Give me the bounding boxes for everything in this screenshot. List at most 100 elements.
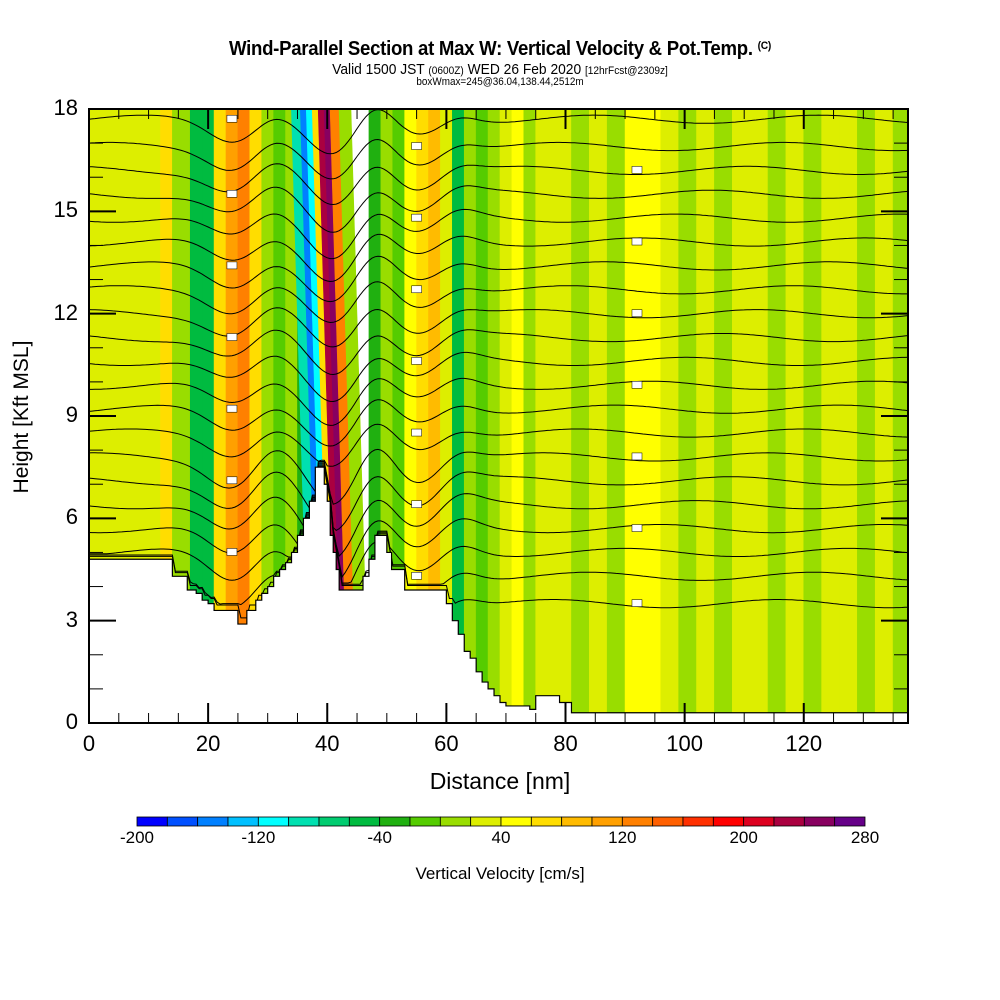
contour-label <box>631 524 643 532</box>
x-tick-label: 100 <box>666 731 703 756</box>
contour-line <box>89 423 908 467</box>
contour-line <box>89 462 908 532</box>
velocity-band <box>696 109 715 723</box>
contour-label <box>226 114 238 123</box>
velocity-band <box>606 109 626 723</box>
velocity-band <box>678 109 697 723</box>
contour-label <box>226 190 238 198</box>
x-tick-label: 40 <box>315 731 340 756</box>
contour-label <box>411 357 422 365</box>
velocity-band <box>329 109 358 723</box>
contour-line <box>89 185 908 233</box>
copyright-mark: (C) <box>757 40 772 52</box>
valid-date: WED 26 Feb 2020 <box>467 61 582 78</box>
velocity-band <box>172 109 191 723</box>
velocity-band <box>749 109 769 723</box>
contour-line <box>89 307 908 348</box>
velocity-band <box>237 109 251 723</box>
colorbar <box>136 816 866 827</box>
velocity-band <box>249 109 263 723</box>
colorbar-swatch <box>318 816 350 827</box>
velocity-band <box>323 109 349 723</box>
y-tick-label: 3 <box>65 606 78 632</box>
velocity-band <box>511 109 525 723</box>
contour-line <box>89 465 908 584</box>
contour-label <box>411 572 422 580</box>
contour-line <box>89 208 908 260</box>
velocity-band <box>452 109 465 723</box>
x-axis-label: Distance [nm] <box>429 768 571 794</box>
y-tick-label: 0 <box>65 709 78 734</box>
velocity-band <box>487 109 501 723</box>
colorbar-tick-label: -120 <box>241 828 276 847</box>
contour-label <box>411 142 422 150</box>
contour-line <box>89 399 908 447</box>
velocity-band <box>767 109 787 723</box>
velocity-band <box>189 109 203 723</box>
y-axis-label: Height [Kft MSL] <box>10 340 33 494</box>
colorbar-swatch <box>439 816 472 827</box>
contour-line <box>89 448 908 505</box>
x-tick-label: 0 <box>82 731 96 756</box>
colorbar-swatch <box>652 816 684 827</box>
contour-line <box>89 351 908 403</box>
velocity-band <box>535 109 554 723</box>
velocity-band <box>338 109 370 723</box>
colorbar-swatch <box>500 816 532 827</box>
colorbar-tick-label: -40 <box>367 828 392 847</box>
contour-label <box>226 404 238 413</box>
contour-line <box>89 464 908 579</box>
contour-label <box>411 285 422 294</box>
terrain <box>89 466 908 723</box>
chart-title: Wind-Parallel Section at Max W: Vertical… <box>35 38 965 61</box>
colorbar-tick-label: 280 <box>850 828 880 847</box>
contour-line <box>89 138 908 180</box>
velocity-band <box>428 109 441 723</box>
colorbar-swatch <box>409 816 441 827</box>
colorbar-tick-label: 40 <box>491 828 511 847</box>
velocity-band <box>821 109 840 723</box>
contour-line <box>89 281 908 324</box>
velocity-band <box>463 109 477 723</box>
velocity-band <box>589 109 608 723</box>
contour-line <box>89 255 908 303</box>
chart-subtitle: Valid 1500 JST (0600Z) WED 26 Feb 2020 [… <box>40 61 960 78</box>
contour-label <box>411 428 422 437</box>
title-text: Wind-Parallel Section at Max W: Vertical… <box>228 38 753 60</box>
colorbar-swatch <box>591 816 623 827</box>
colorbar-swatch <box>561 816 593 827</box>
contour-line <box>89 109 908 155</box>
velocity-band <box>839 109 858 723</box>
contour-label <box>631 166 643 174</box>
contour-label <box>226 261 238 270</box>
colorbar-swatch <box>834 816 866 827</box>
y-tick-label: 6 <box>65 504 78 530</box>
y-tick-label: 12 <box>53 299 78 325</box>
velocity-band <box>731 109 751 723</box>
colorbar-swatch <box>197 816 229 827</box>
contour-label <box>226 548 238 556</box>
colorbar-swatch <box>227 816 259 827</box>
contour-line <box>89 463 908 557</box>
colorbar-tick-label: -200 <box>119 828 155 847</box>
x-tick-label: 60 <box>434 731 459 756</box>
colorbar-swatch <box>773 816 805 827</box>
x-tick-label: 120 <box>785 731 823 756</box>
x-tick-label: 20 <box>195 731 221 756</box>
x-tick-label: 80 <box>553 731 578 756</box>
velocity-band <box>571 109 590 723</box>
colorbar-swatch <box>136 816 168 827</box>
valid-utc: (0600Z) <box>428 65 464 77</box>
velocity-field <box>89 109 908 723</box>
y-tick-label: 15 <box>53 197 78 223</box>
colorbar-swatch <box>712 816 745 827</box>
velocity-band <box>523 109 537 723</box>
contour-label <box>631 381 643 389</box>
contour-label <box>631 309 643 317</box>
velocity-band <box>475 109 489 723</box>
colorbar-swatch <box>348 816 381 827</box>
contour-line <box>89 467 908 606</box>
velocity-band <box>624 109 644 723</box>
valid-time: Valid 1500 JST <box>332 61 425 78</box>
velocity-band <box>714 109 733 723</box>
